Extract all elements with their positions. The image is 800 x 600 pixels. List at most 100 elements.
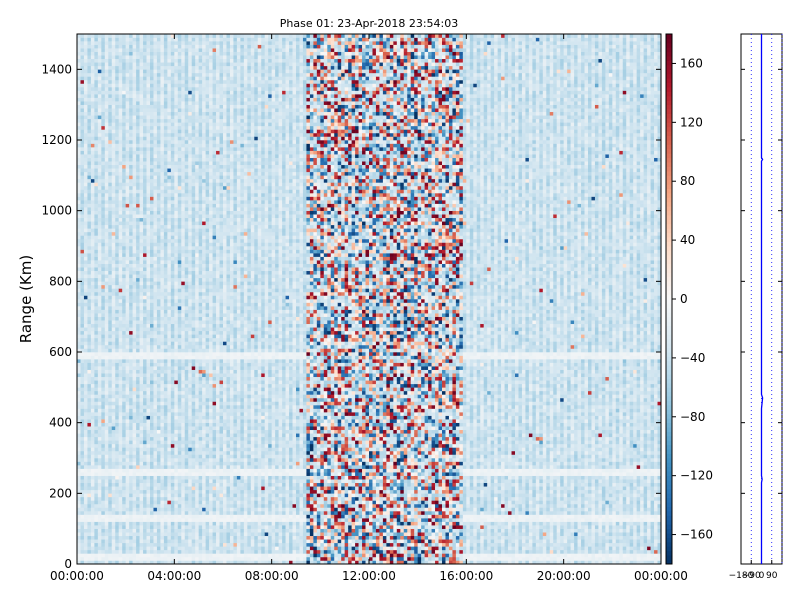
heatmap-cell: [157, 338, 161, 342]
heatmap-cell: [94, 62, 98, 66]
heatmap-cell: [112, 34, 116, 38]
heatmap-cell: [188, 260, 192, 264]
heatmap-cell: [171, 324, 175, 328]
heatmap-cell: [91, 522, 95, 526]
heatmap-cell: [91, 451, 95, 455]
heatmap-cell: [84, 62, 88, 66]
heatmap-cell: [80, 264, 84, 268]
heatmap-cell: [129, 341, 133, 345]
heatmap-cell: [115, 331, 119, 335]
heatmap-cell: [101, 497, 105, 501]
heatmap-cell: [174, 387, 178, 391]
heatmap-cell: [91, 285, 95, 289]
heatmap-cell: [188, 363, 192, 367]
heatmap-cell: [98, 281, 102, 285]
heatmap-cell: [80, 295, 84, 299]
heatmap-cell: [112, 313, 116, 317]
heatmap-cell: [157, 189, 161, 193]
heatmap-cell: [94, 140, 98, 144]
heatmap-cell: [105, 324, 109, 328]
heatmap-cell: [126, 444, 130, 448]
heatmap-cell: [91, 154, 95, 158]
heatmap-cell: [188, 391, 192, 395]
heatmap-cell: [126, 348, 130, 352]
heatmap-cell: [157, 430, 161, 434]
heatmap-cell: [164, 440, 168, 444]
heatmap-cell: [80, 133, 84, 137]
heatmap-cell: [115, 151, 119, 155]
heatmap-cell: [178, 500, 182, 504]
heatmap-cell: [147, 451, 151, 455]
heatmap-cell: [129, 204, 133, 208]
heatmap-cell: [98, 186, 102, 190]
heatmap-cell: [126, 91, 130, 95]
heatmap-cell: [164, 532, 168, 536]
heatmap-cell: [140, 232, 144, 236]
heatmap-cell: [136, 507, 140, 511]
heatmap-cell: [94, 370, 98, 374]
heatmap-cell: [160, 69, 164, 73]
heatmap-cell: [94, 405, 98, 409]
heatmap-cell: [185, 257, 189, 261]
heatmap-cell: [94, 536, 98, 540]
heatmap-cell: [101, 405, 105, 409]
heatmap-cell: [153, 384, 157, 388]
heatmap-cell: [80, 511, 84, 515]
heatmap-cell: [185, 62, 189, 66]
heatmap-cell: [105, 486, 109, 490]
heatmap-cell: [126, 136, 130, 140]
heatmap-cell: [171, 295, 175, 299]
heatmap-cell: [84, 469, 88, 473]
heatmap-cell: [150, 451, 154, 455]
heatmap-cell: [160, 62, 164, 66]
heatmap-cell: [105, 172, 109, 176]
heatmap-cell: [77, 451, 81, 455]
heatmap-cell: [164, 55, 168, 59]
heatmap-cell: [160, 447, 164, 451]
heatmap-cell: [164, 214, 168, 218]
heatmap-cell: [91, 45, 95, 49]
heatmap-cell: [153, 409, 157, 413]
heatmap-cell: [115, 387, 119, 391]
heatmap-cell: [167, 200, 171, 204]
heatmap-cell: [140, 133, 144, 137]
heatmap-cell: [157, 172, 161, 176]
heatmap-cell: [140, 486, 144, 490]
heatmap-cell: [157, 197, 161, 201]
heatmap-cell: [80, 126, 84, 130]
heatmap-cell: [87, 451, 91, 455]
heatmap-cell: [185, 504, 189, 508]
heatmap-cell: [112, 426, 116, 430]
heatmap-cell: [119, 310, 123, 314]
heatmap-cell: [115, 144, 119, 148]
heatmap-cell: [140, 380, 144, 384]
heatmap-cell: [77, 122, 81, 126]
heatmap-cell: [101, 214, 105, 218]
heatmap-cell: [136, 550, 140, 554]
heatmap-cell: [115, 310, 119, 314]
heatmap-cell: [108, 98, 112, 102]
heatmap-cell: [77, 525, 81, 529]
heatmap-cell: [174, 525, 178, 529]
heatmap-cell: [119, 161, 123, 165]
heatmap-cell: [160, 366, 164, 370]
heatmap-cell: [94, 419, 98, 423]
heatmap-cell: [91, 278, 95, 282]
heatmap-cell: [140, 94, 144, 98]
heatmap-cell: [80, 518, 84, 522]
heatmap-cell: [101, 338, 105, 342]
heatmap-cell: [133, 331, 137, 335]
heatmap-cell: [115, 532, 119, 536]
heatmap-cell: [140, 126, 144, 130]
heatmap-cell: [188, 108, 192, 112]
heatmap-cell: [126, 165, 130, 169]
heatmap-cell: [185, 377, 189, 381]
heatmap-cell: [164, 140, 168, 144]
heatmap-cell: [181, 83, 185, 87]
heatmap-cell: [80, 239, 84, 243]
heatmap-cell: [84, 161, 88, 165]
heatmap-cell: [122, 186, 126, 190]
heatmap-cell: [174, 87, 178, 91]
heatmap-cell: [188, 98, 192, 102]
heatmap-cell: [87, 384, 91, 388]
